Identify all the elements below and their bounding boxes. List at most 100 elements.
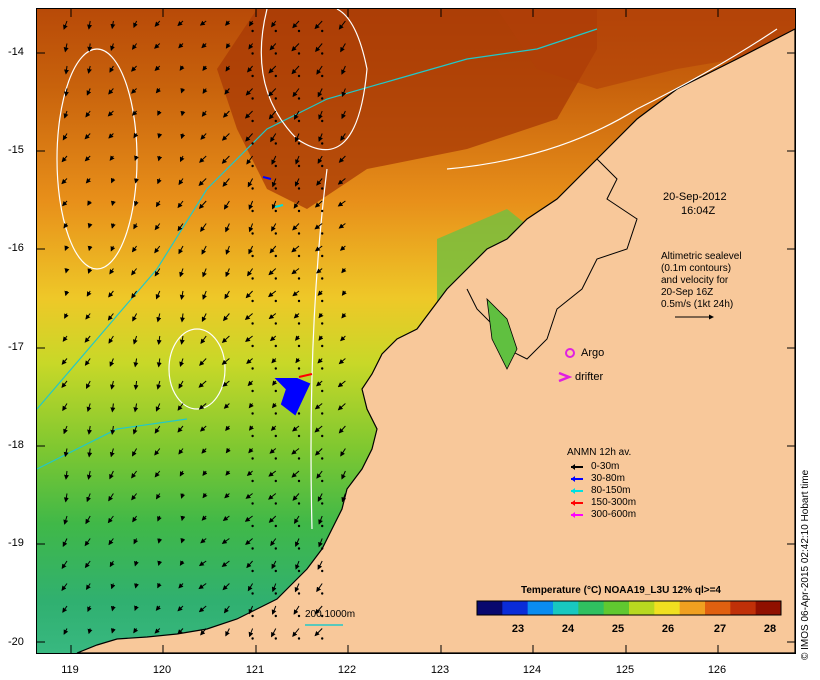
velocity-dot: [297, 434, 301, 438]
velocity-arrow: [156, 380, 162, 390]
velocity-dot: [297, 254, 301, 258]
velocity-dot: [251, 277, 254, 280]
velocity-arrow: [154, 448, 161, 456]
velocity-arrow: [85, 178, 91, 184]
velocity-arrow: [340, 133, 346, 142]
velocity-arrow: [248, 402, 254, 409]
velocity-arrow: [247, 583, 254, 592]
velocity-dot: [274, 479, 277, 483]
velocity-arrow: [202, 88, 208, 94]
velocity-arrow: [294, 583, 300, 593]
temperature-colorbar: [476, 600, 782, 616]
velocity-arrow: [246, 155, 254, 165]
velocity-arrow: [314, 20, 323, 30]
velocity-dot: [274, 74, 277, 78]
velocity-arrow: [317, 358, 323, 364]
velocity-dot: [321, 232, 324, 235]
velocity-dot: [274, 29, 277, 33]
velocity-arrow: [268, 470, 277, 477]
colorbar-tick-27: 27: [713, 623, 727, 635]
velocity-arrow: [271, 200, 277, 210]
velocity-dot: [274, 119, 277, 123]
velocity-arrow: [180, 87, 186, 94]
velocity-arrow: [62, 133, 68, 141]
velocity-arrow: [222, 515, 230, 522]
velocity-arrow: [63, 493, 69, 503]
velocity-dot: [274, 547, 277, 550]
anmn-legend-3: 150-300m: [591, 497, 637, 508]
velocity-arrow: [341, 470, 346, 480]
velocity-arrow: [200, 628, 207, 636]
velocity-arrow: [247, 178, 254, 188]
velocity-dot: [297, 637, 301, 640]
velocity-arrow: [134, 605, 139, 611]
velocity-arrow: [108, 538, 114, 546]
timestamp-date: 20-Sep-2012: [663, 191, 727, 203]
velocity-arrow: [157, 560, 163, 567]
velocity-arrow: [294, 335, 301, 341]
velocity-arrow: [132, 335, 138, 345]
velocity-arrow: [179, 358, 185, 367]
velocity-dot: [297, 277, 301, 280]
velocity-arrow: [293, 605, 300, 615]
altimetry-line-3: and velocity for: [661, 275, 729, 286]
velocity-arrow: [271, 358, 277, 364]
anmn-legend-swatches: [571, 464, 583, 518]
velocity-arrow: [86, 470, 92, 480]
velocity-arrow: [179, 155, 185, 163]
velocity-dot: [251, 524, 254, 528]
colorbar-swatch: [553, 601, 579, 615]
sst-map[interactable]: 20-Sep-2012 16:04Z Altimetric sealevel (…: [36, 8, 796, 654]
velocity-arrow: [340, 448, 346, 457]
velocity-arrow: [134, 155, 139, 161]
velocity-dot: [274, 412, 277, 415]
altimetry-line-4: 20-Sep 16Z: [661, 287, 714, 298]
velocity-arrow: [178, 448, 184, 455]
velocity-arrow: [291, 65, 300, 75]
velocity-arrow: [131, 43, 138, 50]
velocity-arrow: [64, 290, 70, 297]
anmn-legend-0: 0-30m: [591, 461, 620, 472]
velocity-dot: [297, 502, 301, 505]
velocity-arrow: [177, 605, 184, 612]
velocity-arrow: [85, 583, 91, 591]
warm-water-patch: [217, 9, 597, 209]
velocity-dot: [297, 614, 301, 618]
velocity-arrow: [247, 268, 254, 277]
velocity-dot: [321, 547, 324, 550]
velocity-arrow: [294, 133, 300, 143]
velocity-arrow: [271, 178, 277, 188]
velocity-arrow: [271, 155, 277, 165]
velocity-dot: [321, 434, 324, 438]
drifter-marker[interactable]: [558, 371, 573, 383]
velocity-dot: [274, 434, 277, 438]
velocity-arrow: [198, 605, 207, 613]
velocity-arrow: [156, 313, 162, 323]
velocity-dot: [297, 97, 301, 100]
velocity-arrow: [62, 335, 68, 342]
velocity-dot: [251, 502, 254, 505]
velocity-arrow: [86, 403, 92, 413]
legend-swatch-head: [571, 512, 575, 518]
velocity-arrow: [341, 493, 347, 503]
velocity-arrow: [292, 425, 300, 432]
velocity-dot: [251, 97, 254, 100]
velocity-dot: [321, 367, 324, 370]
velocity-arrow: [64, 268, 70, 274]
velocity-arrow: [154, 43, 161, 49]
velocity-arrow: [110, 223, 116, 229]
velocity-arrow: [178, 380, 184, 389]
velocity-arrow: [199, 425, 207, 432]
velocity-arrow: [199, 358, 207, 366]
velocity-dot: [251, 637, 254, 640]
argo-marker[interactable]: [565, 348, 575, 358]
velocity-arrow: [293, 313, 300, 319]
velocity-arrow: [269, 335, 277, 342]
velocity-arrow: [156, 358, 162, 368]
velocity-dot: [321, 502, 324, 505]
velocity-arrow: [84, 538, 91, 547]
velocity-dot: [274, 389, 277, 393]
velocity-dot: [297, 344, 301, 348]
colorbar-title: Temperature (°C) NOAA19_L3U 12% ql>=4: [521, 585, 721, 596]
velocity-arrow: [292, 493, 300, 501]
